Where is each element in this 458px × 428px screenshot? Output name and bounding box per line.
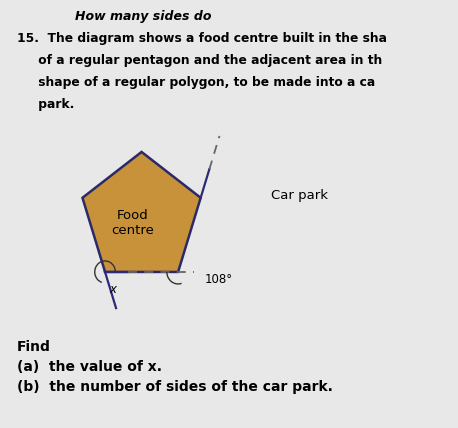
Text: of a regular pentagon and the adjacent area in th: of a regular pentagon and the adjacent a… <box>17 54 382 67</box>
Text: 108°: 108° <box>204 273 233 286</box>
Text: 15.  The diagram shows a food centre built in the sha: 15. The diagram shows a food centre buil… <box>17 32 387 45</box>
Text: shape of a regular polygon, to be made into a ca: shape of a regular polygon, to be made i… <box>17 76 375 89</box>
Text: Find: Find <box>17 340 51 354</box>
Text: How many sides do: How many sides do <box>75 10 212 23</box>
Polygon shape <box>82 152 201 272</box>
Text: park.: park. <box>17 98 74 111</box>
Text: Car park: Car park <box>271 188 328 202</box>
Text: (b)  the number of sides of the car park.: (b) the number of sides of the car park. <box>17 380 333 394</box>
Text: Food
centre: Food centre <box>111 209 153 237</box>
Text: x: x <box>109 283 116 297</box>
Text: (a)  the value of x.: (a) the value of x. <box>17 360 162 374</box>
